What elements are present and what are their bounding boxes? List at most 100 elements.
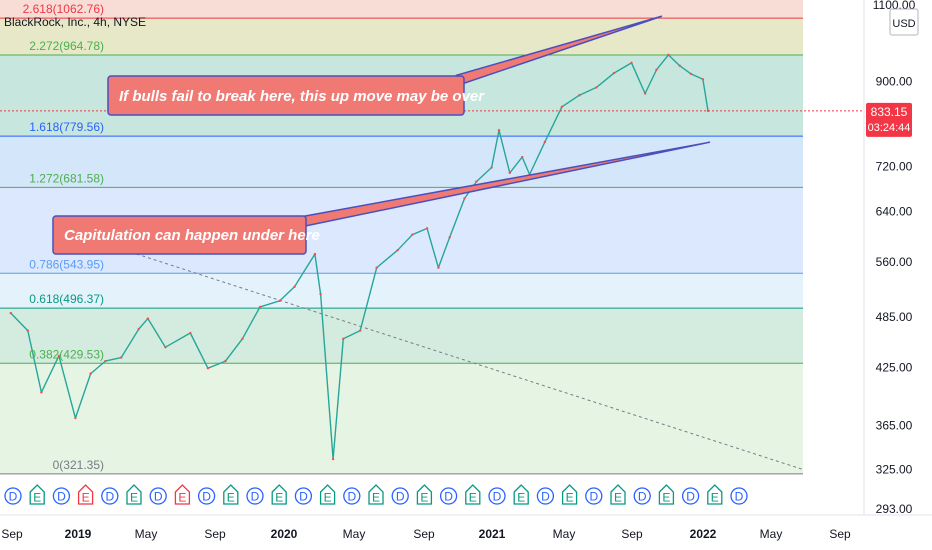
earnings-marker-shape xyxy=(465,484,481,505)
y-tick-label: 365.00 xyxy=(876,418,913,432)
earnings-marker-shape xyxy=(77,484,94,505)
earnings-marker[interactable]: E xyxy=(271,484,287,505)
earnings-marker[interactable]: E xyxy=(223,484,239,505)
x-tick-label: Sep xyxy=(829,527,851,541)
price-point xyxy=(463,197,466,200)
price-point xyxy=(57,354,61,358)
earnings-marker[interactable]: E xyxy=(610,484,626,505)
y-tick-label: 293.00 xyxy=(876,502,913,516)
trend-dotted-line xyxy=(130,251,804,470)
dividend-marker[interactable]: D xyxy=(101,487,119,505)
dividend-marker[interactable]: D xyxy=(633,487,651,505)
dividend-marker-shape xyxy=(439,487,458,505)
dividend-marker[interactable]: D xyxy=(343,487,361,505)
fib-label: 0.786(543.95) xyxy=(29,257,104,271)
earnings-marker[interactable]: E xyxy=(561,484,578,505)
dividend-marker-letter: D xyxy=(493,490,502,504)
price-badge-price: 833.15 xyxy=(871,105,908,119)
fib-label: 0.382(429.53) xyxy=(29,347,104,361)
earnings-marker[interactable]: E xyxy=(29,484,45,505)
dividend-marker-shape xyxy=(294,487,313,505)
x-tick-label: May xyxy=(760,527,783,541)
dividend-marker-letter: D xyxy=(154,490,163,504)
dividend-marker-letter: D xyxy=(299,490,308,504)
y-tick-label: 560.00 xyxy=(876,255,913,269)
price-point xyxy=(331,457,335,461)
dividend-marker[interactable]: D xyxy=(246,487,264,505)
dividend-marker-letter: D xyxy=(444,490,453,504)
symbol-title: BlackRock, Inc., 4h, NYSE xyxy=(4,15,146,29)
fib-labels: 2.618(1062.76) 2.272(964.78) 1.618(779.56)… xyxy=(23,2,104,472)
dividend-marker[interactable]: D xyxy=(439,487,458,505)
earnings-marker-letter: E xyxy=(711,491,719,505)
earnings-marker[interactable]: E xyxy=(126,484,142,505)
callout-bulls[interactable]: If bulls fail to break here, this up mov… xyxy=(107,15,663,116)
callout-capitulation[interactable]: Capitulation can happen under here xyxy=(52,141,711,255)
dividend-marker-shape xyxy=(681,487,700,505)
dividend-marker[interactable]: D xyxy=(197,487,216,505)
dividend-marker-shape xyxy=(633,487,651,505)
dividend-marker[interactable]: D xyxy=(585,487,603,505)
earnings-marker[interactable]: E xyxy=(707,484,723,505)
price-point xyxy=(74,416,77,420)
price-point xyxy=(120,356,123,359)
x-tick-label: Sep xyxy=(204,527,226,541)
earnings-marker[interactable]: E xyxy=(174,484,191,505)
dividend-marker-shape xyxy=(585,487,603,505)
dividend-marker[interactable]: D xyxy=(730,487,748,505)
fib-zone xyxy=(0,273,803,309)
price-point xyxy=(543,140,547,144)
earnings-marker-shape xyxy=(561,484,578,505)
dividend-marker-shape xyxy=(4,487,22,505)
earnings-marker[interactable]: E xyxy=(77,484,94,505)
dividend-marker[interactable]: D xyxy=(294,487,313,505)
earnings-marker[interactable]: E xyxy=(658,484,675,505)
earnings-marker-letter: E xyxy=(275,491,283,505)
price-point xyxy=(137,327,140,331)
earnings-marker[interactable]: E xyxy=(416,484,433,505)
dividend-marker-shape xyxy=(149,487,167,505)
y-tick-label: 425.00 xyxy=(876,360,913,374)
earnings-marker[interactable]: E xyxy=(319,484,336,505)
fib-zone xyxy=(0,308,803,364)
callout-bulls-text: If bulls fail to break here, this up mov… xyxy=(119,88,485,105)
dividend-marker[interactable]: D xyxy=(4,487,22,505)
earnings-marker-shape xyxy=(126,484,142,505)
price-point xyxy=(560,105,564,109)
price-point xyxy=(643,92,647,95)
earnings-marker-shape xyxy=(174,484,191,505)
y-tick-label: 900.00 xyxy=(876,74,913,88)
dividend-marker-letter: D xyxy=(638,490,647,504)
dividend-marker[interactable]: D xyxy=(391,487,409,505)
dividend-marker[interactable]: D xyxy=(536,487,555,505)
dividend-marker[interactable]: D xyxy=(52,487,71,505)
price-point xyxy=(595,86,598,89)
earnings-marker[interactable]: E xyxy=(465,484,481,505)
dividend-marker-shape xyxy=(488,487,506,505)
earnings-marker[interactable]: E xyxy=(513,484,529,505)
earnings-marker-letter: E xyxy=(324,491,332,505)
currency-box[interactable]: USD xyxy=(889,8,919,36)
price-point xyxy=(448,235,451,239)
price-badge-countdown: 03:24:44 xyxy=(868,122,911,134)
earnings-marker-shape xyxy=(271,484,287,505)
earnings-marker[interactable]: E xyxy=(368,484,384,505)
dividend-marker[interactable]: D xyxy=(681,487,700,505)
price-point xyxy=(89,372,92,375)
earnings-marker-letter: E xyxy=(227,491,235,505)
price-point xyxy=(437,266,440,269)
dividend-marker-shape xyxy=(197,487,216,505)
price-point xyxy=(375,266,378,269)
dividend-marker[interactable]: D xyxy=(149,487,167,505)
dividend-marker[interactable]: D xyxy=(488,487,506,505)
dividend-marker-letter: D xyxy=(202,490,211,504)
price-point xyxy=(319,292,322,296)
callout-bulls-box xyxy=(107,75,465,116)
price-point xyxy=(475,180,478,183)
x-tick-label: 2022 xyxy=(690,527,717,541)
dividend-marker-shape xyxy=(343,487,361,505)
price-point xyxy=(164,346,167,349)
